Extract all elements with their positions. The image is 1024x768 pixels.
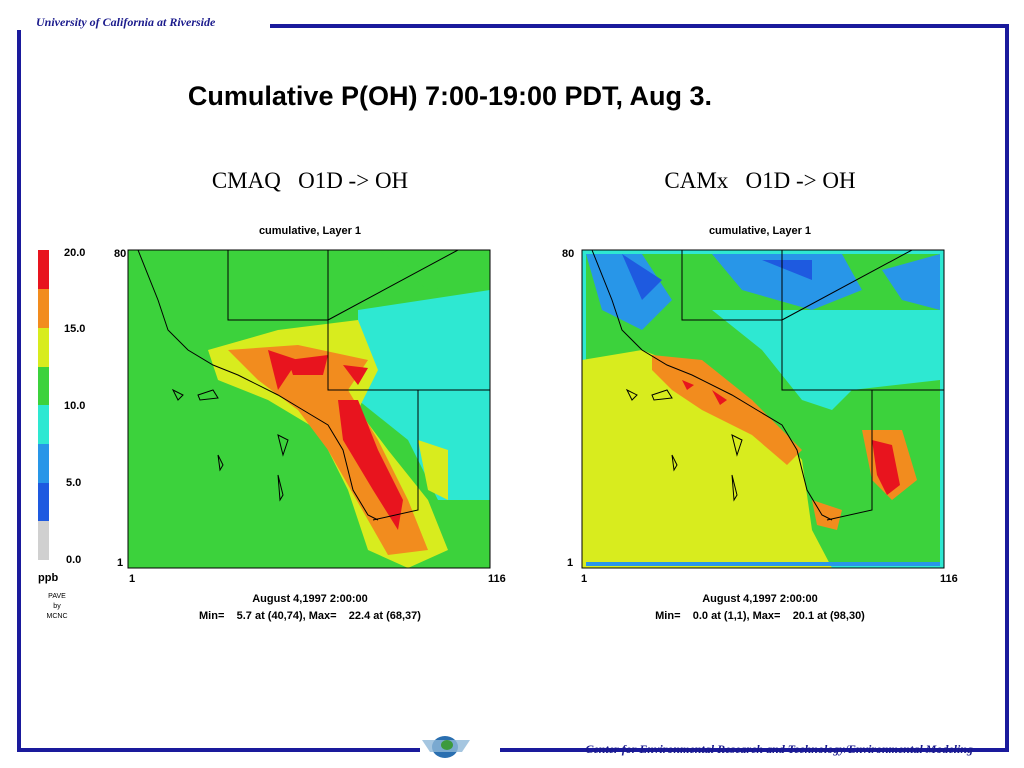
frame [17,24,1009,752]
logo [422,736,470,758]
institution: University of California at Riverside [36,15,216,29]
y-label: 1 [567,557,573,569]
panel-subtitle: cumulative, Layer 1 [259,225,361,237]
panel: CMAQ O1D -> OH cumulative, Layer 1 80 1 … [114,168,506,622]
credit: PAVE [48,593,66,600]
legend-unit: ppb [38,572,58,584]
panel-title: CMAQ O1D -> OH [212,168,408,193]
map [581,249,945,569]
credit: MCNC [47,613,68,620]
legend-label: 0.0 [66,554,81,566]
map [127,249,491,569]
x-label: 1 [581,573,587,585]
panel: CAMx O1D -> OH cumulative, Layer 1 80 1 … [562,168,958,622]
legend-label: 20.0 [64,247,85,259]
y-label: 1 [117,557,123,569]
x-label: 116 [488,573,506,585]
colorbar [38,250,49,560]
panel-date: August 4,1997 2:00:00 [252,593,368,605]
credit: by [53,603,61,610]
legend-label: 10.0 [64,400,85,412]
slide-title: Cumulative P(OH) 7:00-19:00 PDT, Aug 3. [188,81,712,111]
panel-subtitle: cumulative, Layer 1 [709,225,811,237]
panel-stats: Min= 5.7 at (40,74), Max= 22.4 at (68,37… [199,610,421,622]
panel-date: August 4,1997 2:00:00 [702,593,818,605]
panel-title: CAMx O1D -> OH [664,168,855,193]
legend-label: 15.0 [64,323,85,335]
y-label: 80 [114,248,126,260]
y-label: 80 [562,248,574,260]
legend-label: 5.0 [66,477,81,489]
x-label: 116 [940,573,958,585]
x-label: 1 [129,573,135,585]
panel-stats: Min= 0.0 at (1,1), Max= 20.1 at (98,30) [655,610,865,622]
footer-text: Center for Environmental Research and Te… [585,742,973,756]
